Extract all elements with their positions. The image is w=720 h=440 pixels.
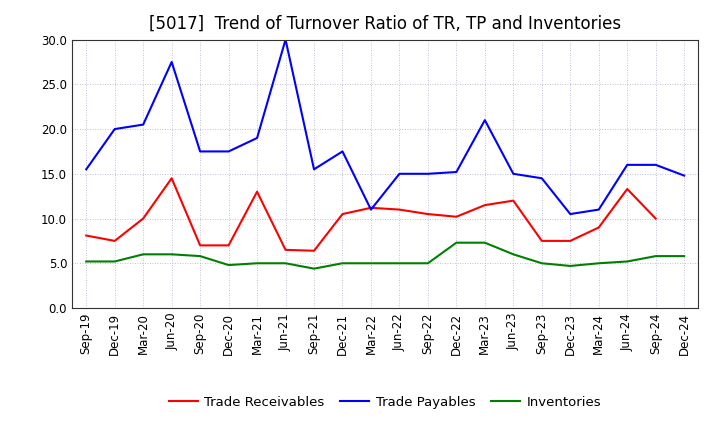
Trade Payables — [110, 126, 119, 132]
Inventories — [196, 253, 204, 259]
Trade Payables — [366, 207, 375, 212]
Trade Receivables — [480, 202, 489, 208]
Inventories — [652, 253, 660, 259]
Inventories — [167, 252, 176, 257]
Inventories — [139, 252, 148, 257]
Inventories — [623, 259, 631, 264]
Trade Receivables — [110, 238, 119, 244]
Trade Payables — [537, 176, 546, 181]
Title: [5017]  Trend of Turnover Ratio of TR, TP and Inventories: [5017] Trend of Turnover Ratio of TR, TP… — [149, 15, 621, 33]
Trade Payables — [452, 169, 461, 175]
Trade Receivables — [595, 225, 603, 230]
Trade Receivables — [652, 216, 660, 221]
Inventories — [110, 259, 119, 264]
Trade Payables — [566, 211, 575, 216]
Trade Receivables — [310, 248, 318, 253]
Trade Receivables — [139, 216, 148, 221]
Trade Payables — [225, 149, 233, 154]
Trade Payables — [680, 173, 688, 178]
Inventories — [509, 252, 518, 257]
Line: Inventories: Inventories — [86, 243, 684, 269]
Inventories — [366, 260, 375, 266]
Inventories — [680, 253, 688, 259]
Inventories — [310, 266, 318, 271]
Trade Payables — [623, 162, 631, 168]
Trade Payables — [480, 117, 489, 123]
Trade Payables — [652, 162, 660, 168]
Inventories — [82, 259, 91, 264]
Trade Receivables — [366, 205, 375, 210]
Trade Receivables — [395, 207, 404, 212]
Trade Payables — [338, 149, 347, 154]
Inventories — [225, 262, 233, 268]
Inventories — [338, 260, 347, 266]
Inventories — [395, 260, 404, 266]
Trade Receivables — [566, 238, 575, 244]
Trade Receivables — [196, 243, 204, 248]
Legend: Trade Receivables, Trade Payables, Inventories: Trade Receivables, Trade Payables, Inven… — [163, 391, 607, 414]
Trade Payables — [196, 149, 204, 154]
Inventories — [253, 260, 261, 266]
Inventories — [423, 260, 432, 266]
Trade Payables — [167, 59, 176, 65]
Trade Payables — [310, 167, 318, 172]
Inventories — [480, 240, 489, 246]
Trade Payables — [82, 167, 91, 172]
Trade Receivables — [338, 211, 347, 216]
Inventories — [537, 260, 546, 266]
Trade Payables — [423, 171, 432, 176]
Line: Trade Receivables: Trade Receivables — [86, 178, 656, 251]
Inventories — [566, 263, 575, 268]
Trade Receivables — [509, 198, 518, 203]
Trade Receivables — [282, 247, 290, 253]
Trade Receivables — [452, 214, 461, 220]
Inventories — [282, 260, 290, 266]
Line: Trade Payables: Trade Payables — [86, 40, 684, 214]
Trade Payables — [282, 37, 290, 42]
Trade Receivables — [225, 243, 233, 248]
Inventories — [595, 260, 603, 266]
Trade Receivables — [623, 187, 631, 192]
Trade Payables — [395, 171, 404, 176]
Trade Payables — [509, 171, 518, 176]
Trade Receivables — [253, 189, 261, 194]
Trade Receivables — [167, 176, 176, 181]
Trade Receivables — [537, 238, 546, 244]
Trade Payables — [253, 136, 261, 141]
Trade Receivables — [82, 233, 91, 238]
Trade Receivables — [423, 211, 432, 216]
Trade Payables — [595, 207, 603, 212]
Trade Payables — [139, 122, 148, 127]
Inventories — [452, 240, 461, 246]
